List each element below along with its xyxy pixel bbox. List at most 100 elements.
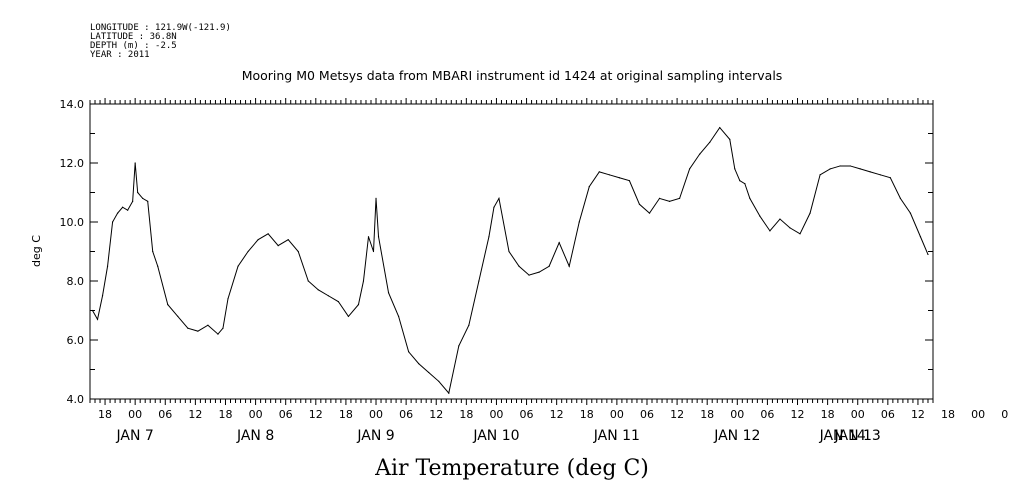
x-hour-label: 06 — [640, 408, 654, 421]
data-point — [277, 245, 279, 247]
x-hour-label: 06 — [279, 408, 293, 421]
series-line — [92, 126, 929, 395]
data-point — [869, 171, 871, 173]
data-point — [889, 177, 891, 179]
data-point — [297, 250, 299, 253]
data-point — [375, 197, 377, 199]
data-point — [317, 289, 319, 291]
y-tick-label: 4.0 — [67, 393, 85, 406]
y-tick-label: 6.0 — [67, 334, 85, 347]
data-point — [222, 327, 224, 329]
data-point — [428, 371, 430, 374]
data-point — [849, 165, 851, 167]
data-point — [127, 209, 129, 211]
x-hour-label: 12 — [670, 408, 684, 421]
data-point — [648, 212, 651, 214]
y-tick-label: 8.0 — [67, 275, 85, 288]
x-hour-label: 00 — [610, 408, 624, 421]
x-hour-label: 06 — [520, 408, 534, 421]
data-point — [237, 265, 239, 267]
data-point — [418, 363, 420, 365]
data-point — [689, 168, 691, 170]
data-point — [372, 250, 375, 253]
data-point — [397, 315, 400, 317]
series-layer — [91, 126, 929, 395]
data-point — [377, 236, 380, 238]
data-point — [699, 153, 701, 155]
data-point — [347, 315, 350, 317]
data-point — [759, 215, 761, 217]
y-tick-label: 12.0 — [60, 157, 85, 170]
x-hour-label: 06 — [881, 408, 895, 421]
x-hour-label: 18 — [941, 408, 955, 421]
data-point — [307, 280, 309, 282]
data-point — [227, 298, 229, 300]
data-point — [167, 304, 169, 306]
data-point — [448, 392, 450, 394]
data-point — [137, 191, 139, 194]
x-hour-label: 18 — [98, 408, 112, 421]
data-point — [408, 351, 410, 353]
x-hour-label: 00 — [971, 408, 985, 421]
data-point — [729, 138, 731, 140]
latitude-text: LATITUDE : 36.8N — [90, 32, 177, 42]
data-point — [839, 165, 841, 167]
data-point — [468, 324, 470, 326]
data-point — [493, 206, 495, 208]
data-point — [734, 168, 736, 170]
x-day-label: JAN 13 — [834, 428, 881, 444]
data-point — [558, 242, 560, 244]
y-tick-label: 14.0 — [60, 98, 85, 111]
depth-text: DEPTH (m) : -2.5 — [90, 41, 177, 51]
x-hour-label: 18 — [821, 408, 835, 421]
x-day-label: JAN 10 — [472, 428, 519, 444]
data-point — [739, 180, 741, 182]
data-point — [357, 304, 360, 306]
x-axis-title: Air Temperature (deg C) — [374, 456, 649, 481]
data-point — [387, 292, 390, 294]
x-hour-label: 12 — [791, 408, 805, 421]
year-text: YEAR : 2011 — [90, 50, 150, 60]
data-point — [116, 212, 119, 214]
data-point — [267, 233, 269, 235]
x-hour-label: 18 — [339, 408, 353, 421]
x-hour-label: 06 — [1001, 408, 1009, 421]
data-point — [769, 230, 771, 232]
y-tick-label: 10.0 — [60, 216, 85, 229]
data-point — [458, 345, 460, 347]
data-point — [152, 250, 154, 253]
data-point — [528, 274, 530, 276]
data-point — [909, 212, 912, 214]
data-point — [197, 330, 199, 332]
data-point — [478, 280, 480, 282]
x-hour-label: 06 — [158, 408, 172, 421]
data-point — [187, 327, 189, 329]
data-point — [779, 218, 781, 220]
x-hour-label: 12 — [429, 408, 443, 421]
data-point — [789, 227, 791, 229]
x-hour-label: 12 — [188, 408, 202, 421]
data-point — [899, 197, 901, 199]
data-point — [498, 197, 500, 199]
x-day-label: JAN 7 — [116, 428, 154, 444]
x-day-label: JAN 14 — [819, 428, 866, 444]
data-point — [142, 197, 144, 199]
x-hour-label: 12 — [911, 408, 925, 421]
data-point — [927, 253, 929, 256]
data-point — [438, 380, 440, 382]
data-point — [111, 221, 114, 223]
data-point — [538, 271, 540, 273]
data-point — [598, 171, 600, 173]
data-point — [362, 280, 365, 282]
data-point — [91, 309, 94, 312]
x-hour-label: 18 — [700, 408, 714, 421]
x-hour-label: 00 — [369, 408, 383, 421]
x-hour-label: 00 — [851, 408, 865, 421]
x-hour-label: 00 — [489, 408, 503, 421]
x-day-label: JAN 12 — [713, 428, 760, 444]
data-point — [337, 301, 339, 303]
x-hour-label: 06 — [399, 408, 413, 421]
x-hour-label: 00 — [249, 408, 263, 421]
data-point — [327, 295, 329, 297]
